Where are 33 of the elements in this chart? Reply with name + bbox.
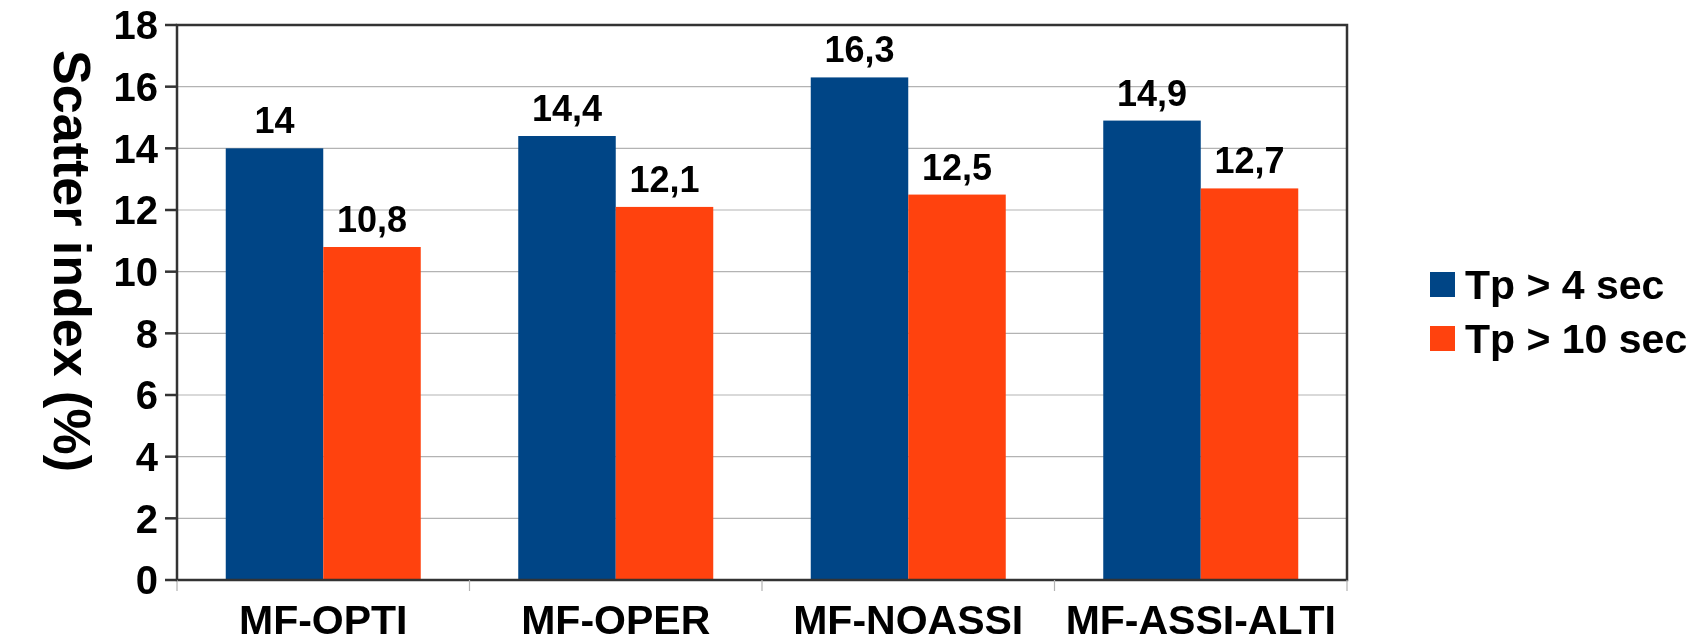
bar [810,77,909,580]
y-tick-label: 6 [135,373,158,418]
data-label: 14,9 [1116,72,1188,114]
data-label: 12,5 [921,146,993,188]
data-label: 10,8 [336,199,408,240]
y-tick-label: 14 [113,126,159,171]
data-label: 12,7 [1214,140,1285,182]
y-tick-label: 2 [135,496,158,541]
data-label: 12,1 [629,158,700,200]
bar [1103,120,1201,580]
y-axis-title: Scatter index (%) [43,50,101,472]
y-tick-label: 10 [113,250,158,295]
y-tick-label: 12 [113,188,158,233]
y-tick-label: 16 [113,65,158,110]
bar [615,206,714,580]
y-tick-label: 8 [135,311,158,356]
y-tick-label: 18 [113,3,158,48]
bar [323,247,421,580]
x-tick-label: MF-ASSI-ALTI [1065,597,1336,641]
y-tick-label: 4 [135,435,159,480]
bar [225,148,324,580]
bar [908,194,1006,580]
bar [518,136,616,580]
x-tick-label: MF-OPER [521,597,711,641]
x-tick-label: MF-NOASSI [793,597,1024,641]
legend-label: Tp > 4 sec [1465,262,1665,308]
bar [1200,188,1299,580]
data-label: 14,4 [531,88,603,129]
x-tick-label: MF-OPTI [238,597,408,641]
y-tick-label: 0 [135,558,158,603]
legend-label: Tp > 10 sec [1465,316,1688,362]
data-label: 14 [254,100,295,142]
data-label: 16,3 [824,29,895,71]
